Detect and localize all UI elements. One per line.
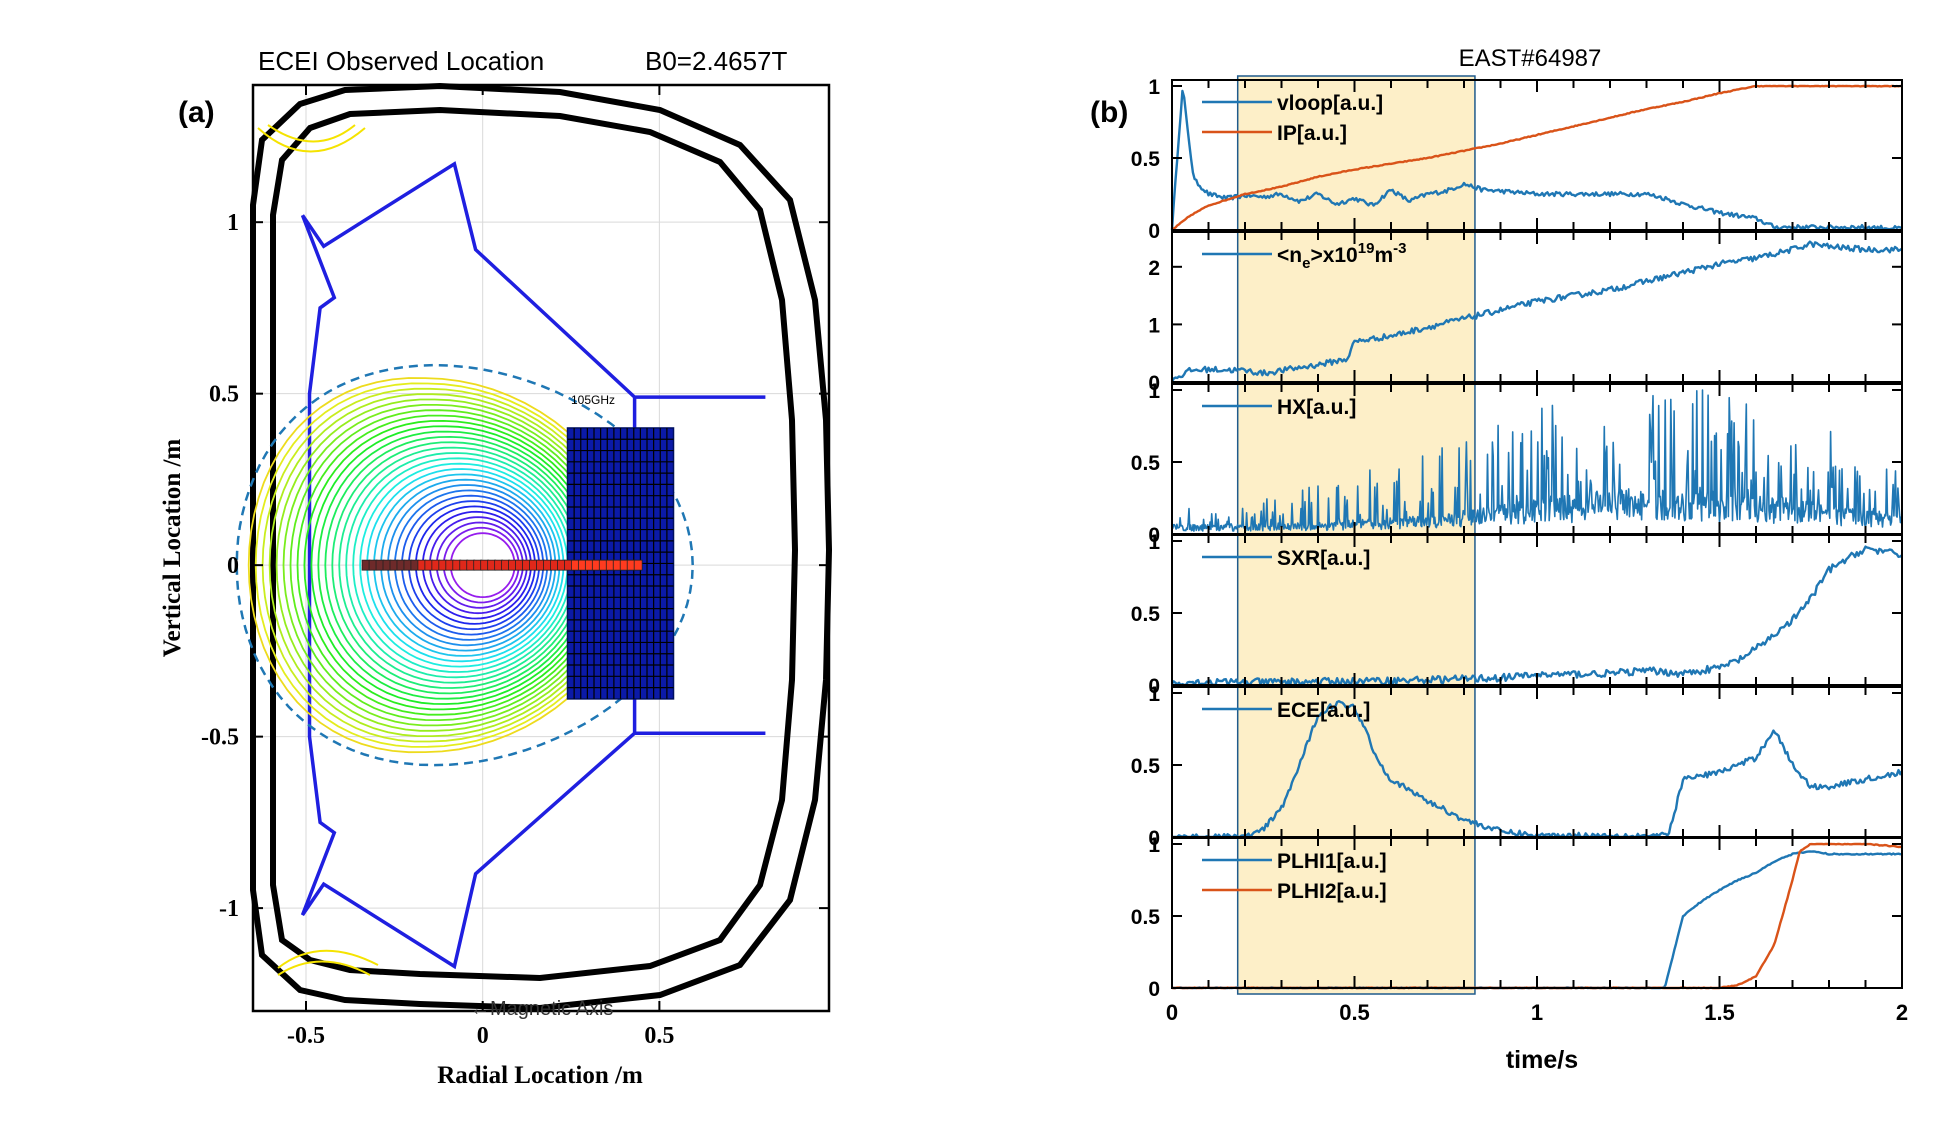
divertor-coil-lower bbox=[277, 949, 379, 976]
ytick-label: 0 bbox=[1148, 524, 1160, 547]
flux-surface bbox=[247, 377, 634, 754]
flux-surface bbox=[338, 446, 581, 684]
xtick-label: 0.5 bbox=[1339, 1000, 1370, 1025]
ytick-label: 1 bbox=[1148, 531, 1160, 554]
legend-label: ECE[a.u.] bbox=[1277, 699, 1370, 722]
separatrix-dashed bbox=[235, 363, 694, 767]
xtick-label: 2 bbox=[1896, 1000, 1908, 1025]
panel-b-xlabel: time/s bbox=[1506, 1046, 1578, 1074]
flux-surface bbox=[317, 430, 593, 700]
ytick-label: 0.5 bbox=[1131, 755, 1161, 778]
flux-surface bbox=[310, 425, 598, 705]
ytick-label: 1 bbox=[1148, 314, 1160, 337]
panel-a-xtick-label: 0 bbox=[477, 1023, 489, 1049]
flux-surface bbox=[359, 462, 569, 668]
panel-a-ytick-label: -0.5 bbox=[201, 725, 239, 751]
flux-surface bbox=[275, 398, 618, 732]
flux-surface bbox=[268, 393, 622, 737]
ytick-label: 1 bbox=[1148, 76, 1160, 99]
subplot-2: 0 1 2 <ne>x1019m-3 bbox=[1148, 231, 1903, 395]
flux-surface bbox=[296, 414, 606, 716]
flux-surface bbox=[345, 452, 577, 679]
panel-a-xtick-label: 0.5 bbox=[644, 1023, 674, 1049]
series-line bbox=[1171, 389, 1903, 532]
panel-b-title: EAST#64987 bbox=[1459, 45, 1602, 72]
series-line bbox=[1170, 240, 1903, 383]
ytick-label: 1 bbox=[1148, 834, 1160, 857]
panel-a: (a) ECEI Observed Location B0=2.4657T 10… bbox=[159, 46, 833, 1089]
flux-surface bbox=[324, 435, 589, 695]
xtick-label: 1.5 bbox=[1704, 1000, 1735, 1025]
ytick-label: 0.5 bbox=[1131, 906, 1161, 929]
ytick-label: 1 bbox=[1148, 683, 1160, 706]
panel-a-ticks: -0.5 0 0.5 -1 -0.5 0 0.5 1 bbox=[201, 85, 829, 1049]
ytick-label: 0.5 bbox=[1131, 603, 1161, 626]
xtick-label: 0 bbox=[1166, 1000, 1178, 1025]
legend-label: PLHI2[a.u.] bbox=[1277, 880, 1387, 903]
panel-a-ytick-label: -1 bbox=[219, 896, 239, 922]
flux-surface bbox=[331, 441, 585, 689]
vessel-outer-wall bbox=[250, 82, 833, 1012]
ytick-label: 0.5 bbox=[1131, 148, 1161, 171]
panel-a-label: (a) bbox=[178, 96, 215, 129]
flux-surface bbox=[282, 404, 614, 727]
legend-label: SXR[a.u.] bbox=[1277, 547, 1370, 570]
panel-a-title: ECEI Observed Location bbox=[258, 46, 544, 76]
panel-b: (b) EAST#64987 00.51vloop[a.u.]IP[a.u.]0… bbox=[1090, 45, 1908, 1074]
ecei-channel bbox=[633, 559, 643, 571]
flux-surface bbox=[303, 419, 602, 711]
legend-label: <ne>x1019m-3 bbox=[1277, 240, 1406, 272]
subplot-4: 0 0.5 1 SXR[a.u.] bbox=[1131, 531, 1903, 698]
freq-annotation: 105GHz bbox=[571, 393, 615, 407]
panel-a-title-right: B0=2.4657T bbox=[645, 46, 788, 76]
panel-a-ytick-label: 0 bbox=[227, 553, 239, 579]
ytick-label: 1 bbox=[1148, 380, 1160, 403]
legend-label: HX[a.u.] bbox=[1277, 396, 1356, 419]
flux-surface bbox=[289, 409, 610, 722]
panel-a-xtick-label: -0.5 bbox=[287, 1023, 325, 1049]
vessel-inner-wall bbox=[270, 106, 799, 982]
series-line bbox=[1170, 89, 1903, 231]
xtick-label: 1 bbox=[1531, 1000, 1543, 1025]
panel-a-ylabel: Vertical Location /m bbox=[159, 439, 186, 658]
first-wall-contour bbox=[300, 161, 766, 970]
ytick-label: 0 bbox=[1148, 220, 1160, 243]
panel-a-ytick-label: 0.5 bbox=[209, 382, 239, 408]
legend-label: IP[a.u.] bbox=[1277, 122, 1347, 145]
ecei-channel-row bbox=[361, 559, 643, 571]
subplot-6: 0 0.5 1 PLHI1[a.u.] PLHI2[a.u.] bbox=[1131, 834, 1903, 1001]
panel-a-xlabel: Radial Location /m bbox=[437, 1062, 643, 1089]
panel-b-subplots: 00.51vloop[a.u.]IP[a.u.]012<ne>x1019m-30… bbox=[1131, 76, 1904, 1001]
ytick-label: 2 bbox=[1148, 257, 1160, 280]
legend-label: PLHI1[a.u.] bbox=[1277, 850, 1387, 873]
ytick-label: 0 bbox=[1148, 675, 1160, 698]
flux-surface bbox=[352, 457, 573, 673]
legend-label: vloop[a.u.] bbox=[1277, 92, 1383, 115]
panel-a-ytick-label: 1 bbox=[227, 210, 239, 236]
ytick-label: 0.5 bbox=[1131, 452, 1161, 475]
ytick-label: 0 bbox=[1148, 372, 1160, 395]
ytick-label: 0 bbox=[1148, 827, 1160, 850]
magnetic-axis-annotation: ←Magnetic Axis bbox=[470, 998, 613, 1020]
panel-b-xticks: 0 0.5 1 1.5 2 bbox=[1166, 1000, 1908, 1025]
ytick-label: 0 bbox=[1148, 978, 1160, 1001]
panel-b-label: (b) bbox=[1090, 96, 1128, 129]
subplot-1: 0 0.5 1 vloop[a.u.] IP[a.u.] bbox=[1131, 76, 1903, 243]
series-line bbox=[1171, 84, 1903, 231]
divertor-coil-upper bbox=[257, 124, 366, 153]
panel-a-grid bbox=[253, 85, 829, 1011]
